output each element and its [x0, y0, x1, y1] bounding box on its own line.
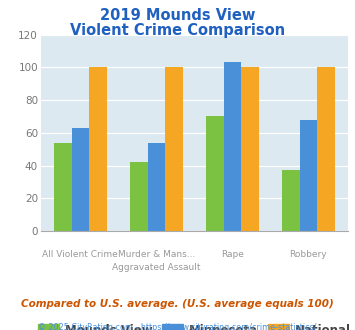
- Bar: [54, 143, 72, 231]
- Bar: [72, 128, 89, 231]
- Bar: [165, 67, 182, 231]
- Text: Compared to U.S. average. (U.S. average equals 100): Compared to U.S. average. (U.S. average …: [21, 299, 334, 309]
- Bar: [148, 143, 165, 231]
- Bar: [317, 67, 335, 231]
- Bar: [224, 62, 241, 231]
- Text: Violent Crime Comparison: Violent Crime Comparison: [70, 23, 285, 38]
- Text: © 2025 CityRating.com - https://www.cityrating.com/crime-statistics/: © 2025 CityRating.com - https://www.city…: [38, 323, 317, 330]
- Text: Aggravated Assault: Aggravated Assault: [112, 263, 201, 272]
- Text: 2019 Mounds View: 2019 Mounds View: [100, 8, 255, 23]
- Text: Murder & Mans...: Murder & Mans...: [118, 250, 195, 259]
- Bar: [282, 171, 300, 231]
- Bar: [206, 116, 224, 231]
- Legend: Mounds View, Minnesota, National: Mounds View, Minnesota, National: [33, 319, 355, 330]
- Bar: [300, 120, 317, 231]
- Bar: [89, 67, 106, 231]
- Text: All Violent Crime: All Violent Crime: [43, 250, 118, 259]
- Text: Rape: Rape: [221, 250, 244, 259]
- Bar: [241, 67, 258, 231]
- Bar: [130, 162, 148, 231]
- Text: Robbery: Robbery: [290, 250, 327, 259]
